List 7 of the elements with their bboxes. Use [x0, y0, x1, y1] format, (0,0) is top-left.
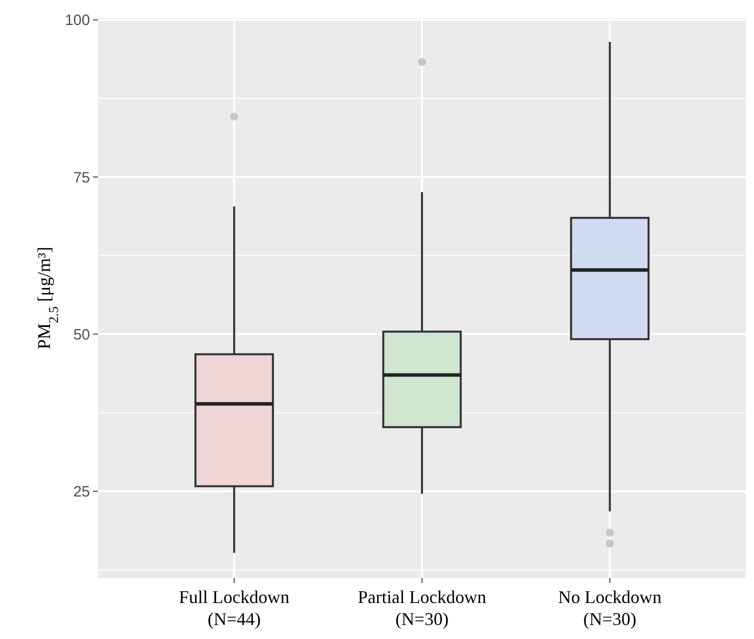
y-tick-label: 100 — [64, 12, 90, 30]
x-tick-label: Full Lockdown (N=44) — [178, 587, 290, 629]
y-tick-label: 50 — [73, 326, 90, 344]
y-tick-label: 75 — [73, 169, 90, 186]
x-tick-label: No Lockdown (N=30) — [558, 587, 662, 629]
y-tick-label: 25 — [73, 484, 90, 501]
x-tick-label: Partial Lockdown (N=30) — [358, 587, 486, 629]
